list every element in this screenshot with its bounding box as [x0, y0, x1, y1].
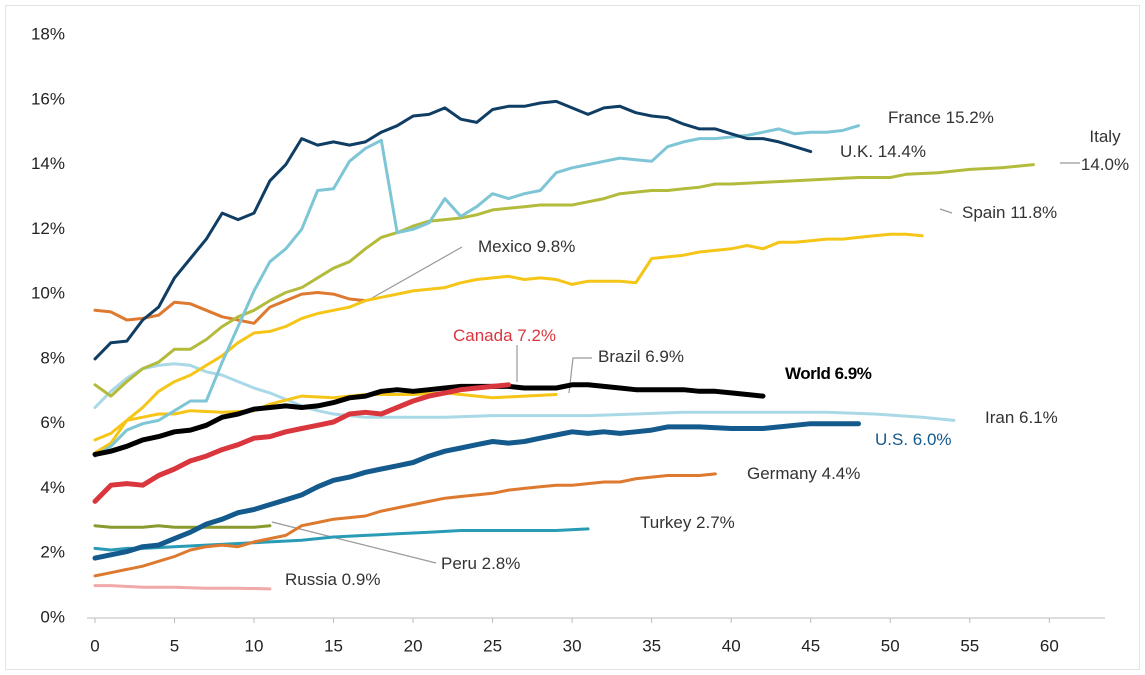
x-tick-label: 25 [483, 636, 502, 655]
x-tick-label: 30 [563, 636, 582, 655]
series-label: U.S. 6.0% [875, 430, 952, 449]
y-tick-label: 0% [40, 607, 65, 626]
y-tick-label: 6% [40, 413, 65, 432]
series-line [92, 421, 861, 561]
series-label: France 15.2% [888, 108, 994, 127]
x-tick-label: 50 [881, 636, 900, 655]
x-tick-label: 60 [1040, 636, 1059, 655]
series-label: Turkey 2.7% [640, 513, 735, 532]
leader-line [568, 357, 592, 394]
y-tick-label: 12% [31, 219, 65, 238]
series-label: Brazil 6.9% [598, 347, 684, 366]
x-tick-label: 0 [90, 636, 99, 655]
series-line [92, 382, 766, 457]
leader-lines [271, 162, 1080, 564]
y-tick-label: 10% [31, 284, 65, 303]
series-label: U.K. 14.4% [840, 142, 926, 161]
y-tick-label: 16% [31, 89, 65, 108]
x-tick-label: 45 [801, 636, 820, 655]
series-line [93, 524, 272, 529]
y-tick-label: 8% [40, 348, 65, 367]
series-line [93, 99, 813, 361]
series-line [93, 232, 924, 455]
series-line [93, 391, 558, 442]
leader-line [939, 208, 953, 214]
leader-line [371, 246, 463, 299]
x-tick-label: 15 [324, 636, 343, 655]
series-line [92, 382, 511, 504]
chart-frame [5, 5, 1140, 670]
x-tick-label: 40 [722, 636, 741, 655]
series-line [93, 124, 860, 458]
y-tick-label: 4% [40, 478, 65, 497]
series-line [93, 472, 717, 578]
series-line [93, 163, 1035, 398]
series-line [93, 291, 367, 325]
series-label: Germany 4.4% [747, 464, 861, 483]
series-label: Russia 0.9% [285, 570, 381, 589]
y-tick-label: 18% [31, 24, 65, 43]
x-tick-label: 5 [170, 636, 179, 655]
x-tick-label: 20 [404, 636, 423, 655]
x-tick-label: 55 [960, 636, 979, 655]
x-tick-label: 10 [245, 636, 264, 655]
y-tick-label: 2% [40, 543, 65, 562]
series-line [93, 362, 956, 422]
series-label: Iran 6.1% [985, 408, 1058, 427]
series-label: Canada 7.2% [453, 326, 557, 345]
y-tick-label: 14% [31, 154, 65, 173]
series-label: Peru 2.8% [441, 554, 521, 573]
series-label: Mexico 9.8% [478, 237, 576, 256]
series-label: World 6.9% [785, 364, 872, 383]
series-label: Spain 11.8% [962, 203, 1058, 222]
series-line [93, 584, 272, 591]
x-tick-label: 35 [642, 636, 661, 655]
series-label: Italy 14.0% [1080, 127, 1130, 174]
